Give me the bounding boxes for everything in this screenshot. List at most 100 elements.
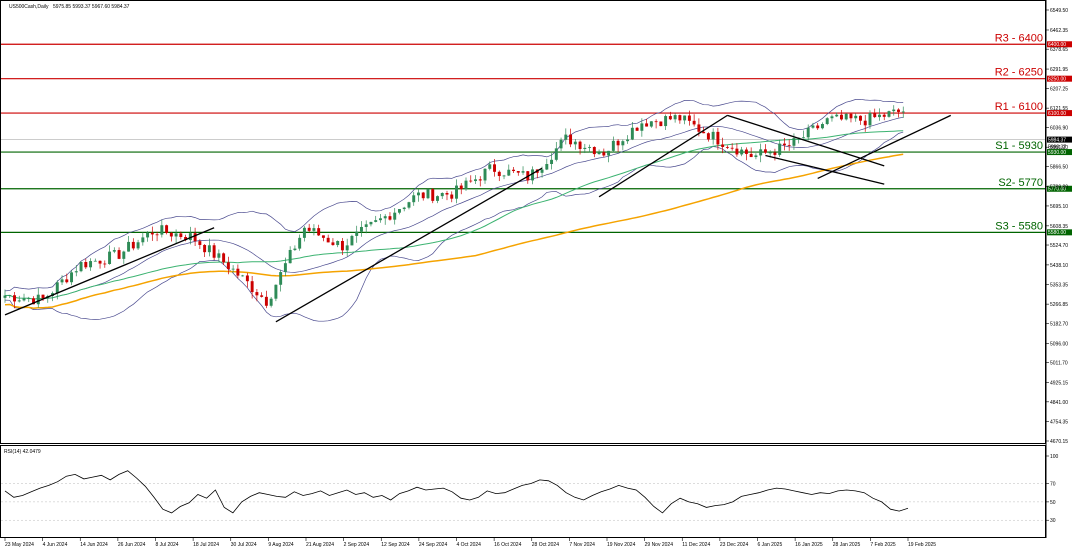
rsi-tick-label: 30 bbox=[1050, 518, 1056, 524]
candle-body bbox=[839, 114, 843, 120]
chart-title: US500Cash,Daily bbox=[9, 4, 49, 10]
level-price-tag bbox=[1047, 41, 1072, 48]
candle-body bbox=[588, 146, 592, 148]
candle-body bbox=[597, 152, 601, 155]
rsi-tick-label: 50 bbox=[1050, 500, 1056, 506]
candle-body bbox=[350, 235, 354, 246]
y-tick-label: 6378.65 bbox=[1050, 47, 1068, 53]
candle-body bbox=[849, 113, 853, 119]
candle-body bbox=[507, 169, 511, 176]
x-tick-label: 21 Aug 2024 bbox=[306, 542, 334, 548]
candle-body bbox=[678, 115, 682, 121]
candle-body bbox=[830, 116, 834, 119]
candle-body bbox=[474, 179, 477, 182]
candle-body bbox=[706, 133, 710, 140]
y-tick-label: 5011.70 bbox=[1050, 361, 1068, 367]
candle-body bbox=[283, 263, 287, 273]
candle-body bbox=[521, 171, 525, 173]
candle-body bbox=[150, 232, 154, 235]
candle-body bbox=[483, 168, 487, 181]
candle-body bbox=[759, 149, 763, 156]
level-price-tag-text: 5930.00 bbox=[1048, 150, 1066, 156]
level-price-tag bbox=[1047, 75, 1072, 82]
candle-body bbox=[41, 294, 45, 299]
level-label: R1 - 6100 bbox=[995, 101, 1043, 113]
candle-body bbox=[383, 216, 387, 219]
trendline-5 bbox=[817, 114, 952, 180]
level-price-tag bbox=[1047, 229, 1072, 236]
candle-body bbox=[65, 279, 69, 283]
candle-body bbox=[293, 248, 297, 250]
candle-body bbox=[892, 109, 896, 112]
candle-body bbox=[93, 260, 97, 262]
candle-body bbox=[174, 233, 178, 237]
candle-body bbox=[901, 111, 905, 113]
candle-body bbox=[212, 245, 216, 258]
candle-body bbox=[127, 241, 131, 252]
candle-body bbox=[616, 140, 620, 146]
candle-body bbox=[74, 271, 78, 273]
level-label: S2- 5770 bbox=[998, 177, 1043, 189]
candle-body bbox=[450, 194, 454, 199]
x-tick-label: 9 Aug 2024 bbox=[268, 542, 294, 548]
candle-body bbox=[146, 232, 150, 238]
candle-body bbox=[592, 146, 596, 155]
candle-body bbox=[692, 120, 696, 125]
candle-body bbox=[512, 169, 516, 172]
level-label: S3 - 5580 bbox=[995, 220, 1043, 232]
y-tick-label: 5182.70 bbox=[1050, 321, 1068, 327]
y-tick-label: 4754.35 bbox=[1050, 420, 1068, 426]
candle-body bbox=[312, 228, 316, 231]
candle-body bbox=[550, 159, 554, 165]
candle-body bbox=[806, 127, 810, 138]
rsi-panel-frame bbox=[0, 445, 1046, 538]
candle-body bbox=[878, 114, 881, 118]
y-tick-label: 6036.90 bbox=[1050, 126, 1068, 132]
level-price-tag-text: 6400.00 bbox=[1048, 42, 1066, 48]
y-tick-label: 5266.85 bbox=[1050, 302, 1068, 308]
y-tick-label: 6462.35 bbox=[1050, 28, 1068, 34]
candle-body bbox=[207, 245, 211, 253]
candle-body bbox=[782, 143, 786, 146]
level-price-tag bbox=[1047, 185, 1072, 192]
candle-body bbox=[264, 296, 268, 306]
candle-body bbox=[654, 121, 658, 123]
candle-body bbox=[740, 149, 744, 155]
moving-averages bbox=[4, 130, 904, 309]
candle-body bbox=[136, 242, 140, 249]
candle-body bbox=[792, 138, 796, 146]
candle-body bbox=[626, 139, 630, 142]
y-tick-label: 5951.20 bbox=[1050, 145, 1068, 151]
level-label: S1 - 5930 bbox=[995, 140, 1043, 152]
trendline-2 bbox=[275, 167, 543, 323]
candle-body bbox=[222, 253, 226, 263]
candle-body bbox=[854, 115, 858, 119]
candle-body bbox=[431, 189, 435, 201]
candle-body bbox=[193, 233, 197, 242]
candle-body bbox=[417, 192, 420, 196]
y-tick-label: 5438.10 bbox=[1050, 263, 1068, 269]
candle-body bbox=[897, 109, 900, 112]
x-tick-label: 8 Jul 2024 bbox=[156, 542, 179, 548]
candle-body bbox=[307, 227, 311, 231]
level-price-tag bbox=[1047, 149, 1072, 156]
candle-body bbox=[749, 153, 753, 158]
candle-body bbox=[607, 150, 611, 156]
candle-body bbox=[488, 164, 492, 169]
candle-body bbox=[816, 125, 820, 129]
level-label: R3 - 6400 bbox=[995, 32, 1043, 44]
x-tick-label: 7 Nov 2024 bbox=[569, 542, 595, 548]
candle-body bbox=[440, 192, 444, 197]
candle-body bbox=[735, 148, 739, 155]
candle-body bbox=[179, 233, 183, 237]
candle-body bbox=[763, 149, 767, 153]
candle-body bbox=[27, 298, 31, 300]
candle-body bbox=[241, 275, 245, 277]
candle-body bbox=[754, 155, 758, 158]
x-tick-label: 16 Oct 2024 bbox=[494, 542, 521, 548]
y-tick-label: 5524.70 bbox=[1050, 243, 1068, 249]
candle-body bbox=[659, 121, 663, 127]
candle-body bbox=[336, 240, 340, 246]
candle-body bbox=[811, 125, 815, 128]
candle-body bbox=[98, 260, 102, 264]
